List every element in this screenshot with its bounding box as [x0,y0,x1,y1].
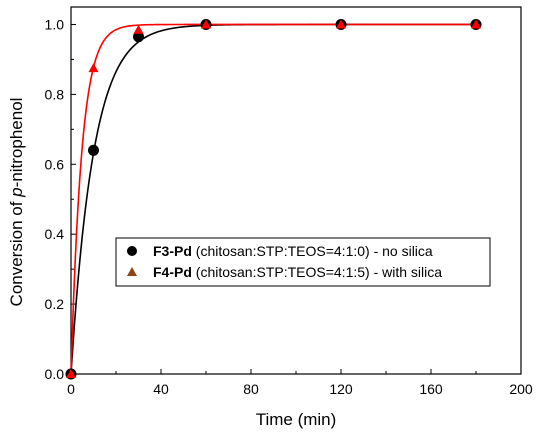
x-tick-label: 80 [243,381,259,397]
y-tick-label: 0.6 [45,156,65,172]
y-axis-title-suffix: -nitrophenol [7,98,26,188]
point-f3-pd [133,31,144,43]
y-tick-label: 0.0 [45,366,65,382]
plot-frame [70,6,522,375]
point-f4-pd [471,19,481,29]
legend-entry-f3-desc: (chitosan:STP:TEOS=4:1:0) - no silica [192,243,433,259]
legend-box [115,237,491,287]
y-axis-title-italic: p [7,187,26,197]
point-f4-pd [88,63,99,73]
y-tick-label: 0.2 [45,296,65,312]
legend-entry-f4-name: F4-Pd [153,264,192,280]
legend-marker-circle [127,246,137,256]
axes: 0 40 80 120 160 200 0.0 0.2 0.4 0.6 0.8 1.0 [45,16,533,397]
legend: F3-Pd (chitosan:STP:TEOS=4:1:0) - no sil… [115,237,491,287]
point-f4-pd [133,24,144,34]
fit-curve-f4-pd [70,23,476,375]
y-axis-title: Conversion of p-nitrophenol [7,98,26,307]
point-f4-pd [336,19,346,29]
x-tick-label: 120 [329,381,353,397]
fit-curves [70,23,476,375]
x-tick-label: 160 [419,381,443,397]
legend-entry-f3: F3-Pd (chitosan:STP:TEOS=4:1:0) - no sil… [153,243,433,259]
x-tick-label: 0 [67,381,75,397]
x-tick-label: 40 [153,381,169,397]
plot-area [70,6,522,375]
legend-marker-triangle [127,267,137,276]
point-f4-pd [66,369,76,378]
data-points [65,18,482,380]
x-tick-label: 200 [509,381,533,397]
x-axis-title: Time (min) [256,410,337,429]
legend-entry-f4-desc: (chitosan:STP:TEOS=4:1:5) - with silica [192,264,442,280]
y-tick-label: 0.4 [45,226,65,242]
legend-entry-f3-name: F3-Pd [153,243,192,259]
y-tick-label: 0.8 [45,86,65,102]
y-axis-title-prefix: Conversion of [7,197,26,307]
fit-curve-f3-pd [70,23,476,375]
point-f3-pd [88,144,99,156]
y-tick-label: 1.0 [45,16,65,32]
point-f4-pd [201,19,211,29]
legend-entry-f4: F4-Pd (chitosan:STP:TEOS=4:1:5) - with s… [153,264,442,280]
